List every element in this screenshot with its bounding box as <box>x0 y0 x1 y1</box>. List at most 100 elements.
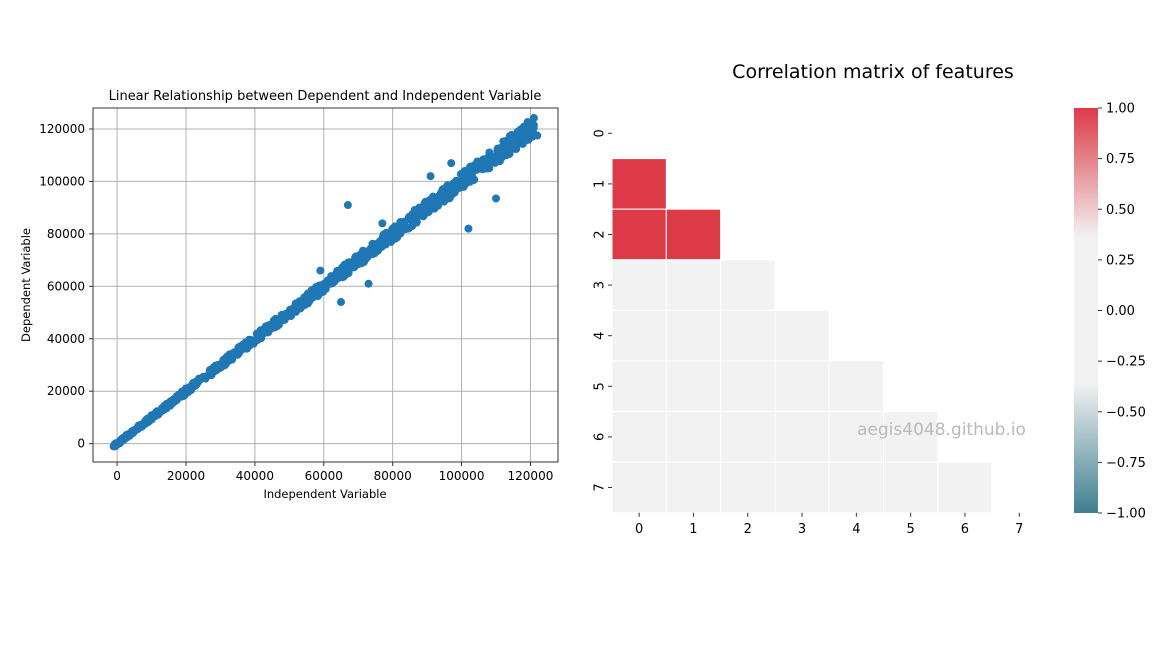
scatter-point <box>419 204 428 213</box>
scatter-point <box>399 223 407 232</box>
y-tick-label: 100000 <box>39 174 85 188</box>
scatter-point <box>178 391 187 400</box>
heatmap-cell <box>611 461 667 514</box>
scatter-point <box>433 197 442 206</box>
scatter-point <box>247 336 256 345</box>
heatmap-cell <box>665 461 722 514</box>
scatter-point <box>392 225 401 234</box>
scatter-point <box>240 343 249 352</box>
heatmap-x-tick-label: 5 <box>907 522 915 537</box>
y-tick-label: 20000 <box>47 384 85 398</box>
heatmap-cell <box>720 309 776 362</box>
heatmap-cell <box>828 360 885 413</box>
y-tick-label: 60000 <box>47 279 85 293</box>
heatmap-cell <box>774 411 830 463</box>
scatter-point <box>123 433 132 442</box>
heatmap-title: Correlation matrix of features <box>732 61 1014 83</box>
heatmap-cell <box>665 259 722 311</box>
scatter-point <box>447 159 456 168</box>
scatter-ticks: 0 20000 40000 60000 80000 100000 120000 0 20000 4… <box>39 122 553 483</box>
scatter-point <box>213 364 221 373</box>
scatter-point <box>364 249 373 258</box>
scatter-point <box>533 131 542 140</box>
scatter-point <box>523 128 531 137</box>
scatter-point <box>157 404 166 413</box>
x-tick-label: 0 <box>113 469 121 483</box>
scatter-point <box>254 330 263 339</box>
scatter-point <box>405 215 414 224</box>
scatter-point <box>323 278 332 287</box>
scatter-point <box>337 298 345 307</box>
heatmap-x-tick-label: 7 <box>1015 522 1023 537</box>
heatmap-cell <box>665 208 722 261</box>
x-tick-label: 60000 <box>305 469 343 483</box>
scatter-point <box>412 212 421 221</box>
scatter-point <box>171 393 180 402</box>
scatter-point <box>467 170 476 179</box>
scatter-point <box>357 252 366 261</box>
scatter-point <box>330 275 339 284</box>
x-tick-label: 20000 <box>167 469 205 483</box>
scatter-point <box>461 173 469 182</box>
scatter-point <box>302 294 311 303</box>
heatmap-x-tick-label: 3 <box>798 522 806 537</box>
scatter-point <box>137 422 146 431</box>
scatter-point <box>529 121 538 130</box>
heatmap-cell <box>774 360 830 413</box>
scatter-point <box>164 401 173 410</box>
scatter-point <box>426 172 435 181</box>
colorbar-tick-label: −0.75 <box>1106 456 1146 471</box>
scatter-point <box>440 189 449 198</box>
scatter-point <box>495 149 504 158</box>
watermark: aegis4048.github.io <box>857 420 1026 440</box>
heatmap-cell <box>611 208 667 261</box>
colorbar-tick-label: 0.00 <box>1106 304 1135 319</box>
colorbar-tick-label: 0.50 <box>1106 203 1135 218</box>
heatmap-y-tick-label: 2 <box>593 230 608 238</box>
scatter-point <box>529 114 538 123</box>
heatmap-cell <box>828 461 885 514</box>
scatter-point <box>151 412 159 421</box>
colorbar-ticks: 1.00 0.75 0.50 0.25 0.00 −0.25 −0.50 −0.75 −1.00 <box>1098 102 1146 522</box>
scatter-point <box>461 179 470 188</box>
heatmap-x-tick-label: 1 <box>689 522 697 537</box>
heatmap-cell <box>720 360 776 413</box>
heatmap-y-tick-label: 0 <box>593 129 608 137</box>
scatter-point <box>144 414 153 423</box>
heatmap-cell <box>665 309 722 362</box>
heatmap-x-tick-label: 0 <box>635 522 643 537</box>
scatter-point <box>447 186 456 195</box>
y-tick-label: 120000 <box>39 122 85 136</box>
scatter-point <box>275 317 283 326</box>
heatmap-cell <box>828 411 885 463</box>
scatter-point <box>385 231 394 240</box>
scatter-x-axis-label: Independent Variable <box>263 487 386 501</box>
scatter-point <box>371 241 380 250</box>
colorbar-tick-label: 0.25 <box>1106 253 1135 268</box>
heatmap-cell <box>611 411 667 463</box>
x-tick-label: 80000 <box>374 469 412 483</box>
scatter-title: Linear Relationship between Dependent an… <box>109 89 542 104</box>
x-tick-label: 100000 <box>439 469 485 483</box>
y-tick-label: 80000 <box>47 227 85 241</box>
scatter-point <box>343 201 352 210</box>
scatter-point <box>516 131 525 140</box>
heatmap-cell <box>883 461 939 514</box>
heatmap-cell <box>720 259 776 311</box>
colorbar-tick-label: −0.50 <box>1106 405 1146 420</box>
scatter-point <box>192 380 201 389</box>
scatter-point <box>505 132 514 141</box>
scatter-point <box>464 224 473 233</box>
scatter-point <box>454 178 463 187</box>
scatter-point <box>199 372 208 381</box>
scatter-point <box>488 152 497 161</box>
scatter-y-axis-label: Dependent Variable <box>19 228 33 342</box>
scatter-point <box>206 367 215 376</box>
scatter-point <box>364 279 373 288</box>
colorbar-tick-label: 0.75 <box>1106 152 1135 167</box>
scatter-point <box>343 265 352 274</box>
scatter-point <box>481 160 490 169</box>
scatter-point <box>219 357 228 366</box>
colorbar-tick-label: −0.25 <box>1106 355 1146 370</box>
colorbar-tick-label: −1.00 <box>1106 507 1146 522</box>
